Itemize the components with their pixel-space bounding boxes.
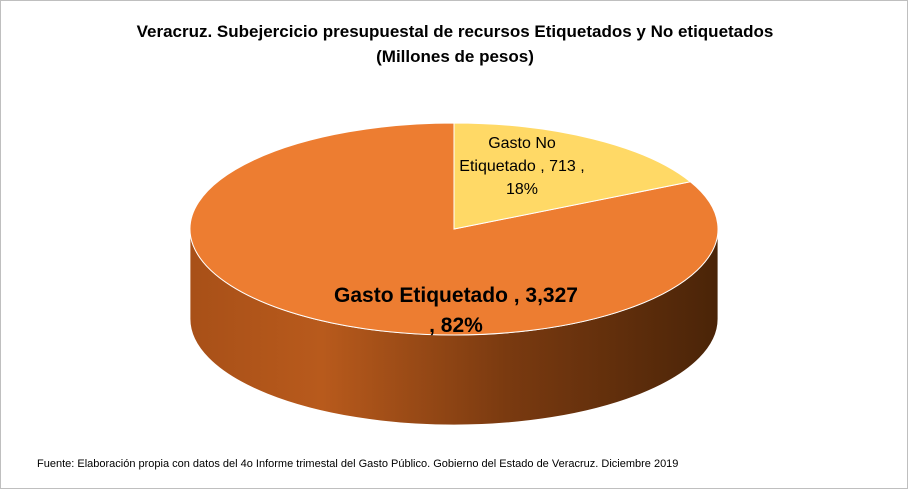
label-gasto-etiquetado-line: Gasto Etiquetado , 3,327 [334,284,578,307]
chart-subtitle: (Millones de pesos) [376,47,534,66]
source-note: Fuente: Elaboración propia con datos del… [37,458,679,470]
label-gasto-etiquetado-line: , 82% [429,314,483,337]
label-gasto-etiquetado: Gasto Etiquetado , 3,327 , 82% [334,284,578,337]
label-gasto-no-etiquetado-line: Gasto No [488,135,556,152]
slice-gasto-no-etiquetado [453,122,692,230]
label-gasto-no-etiquetado-line: 18% [506,181,538,198]
slice-gasto-etiquetado [189,122,719,336]
chart-title-block: Veracruz. Subejercicio presupuestal de r… [1,19,908,69]
chart-title: Veracruz. Subejercicio presupuestal de r… [136,22,774,41]
label-gasto-no-etiquetado: Gasto No Etiquetado , 713 , 18% [459,135,584,198]
label-gasto-no-etiquetado-line: Etiquetado , 713 , [459,158,584,175]
